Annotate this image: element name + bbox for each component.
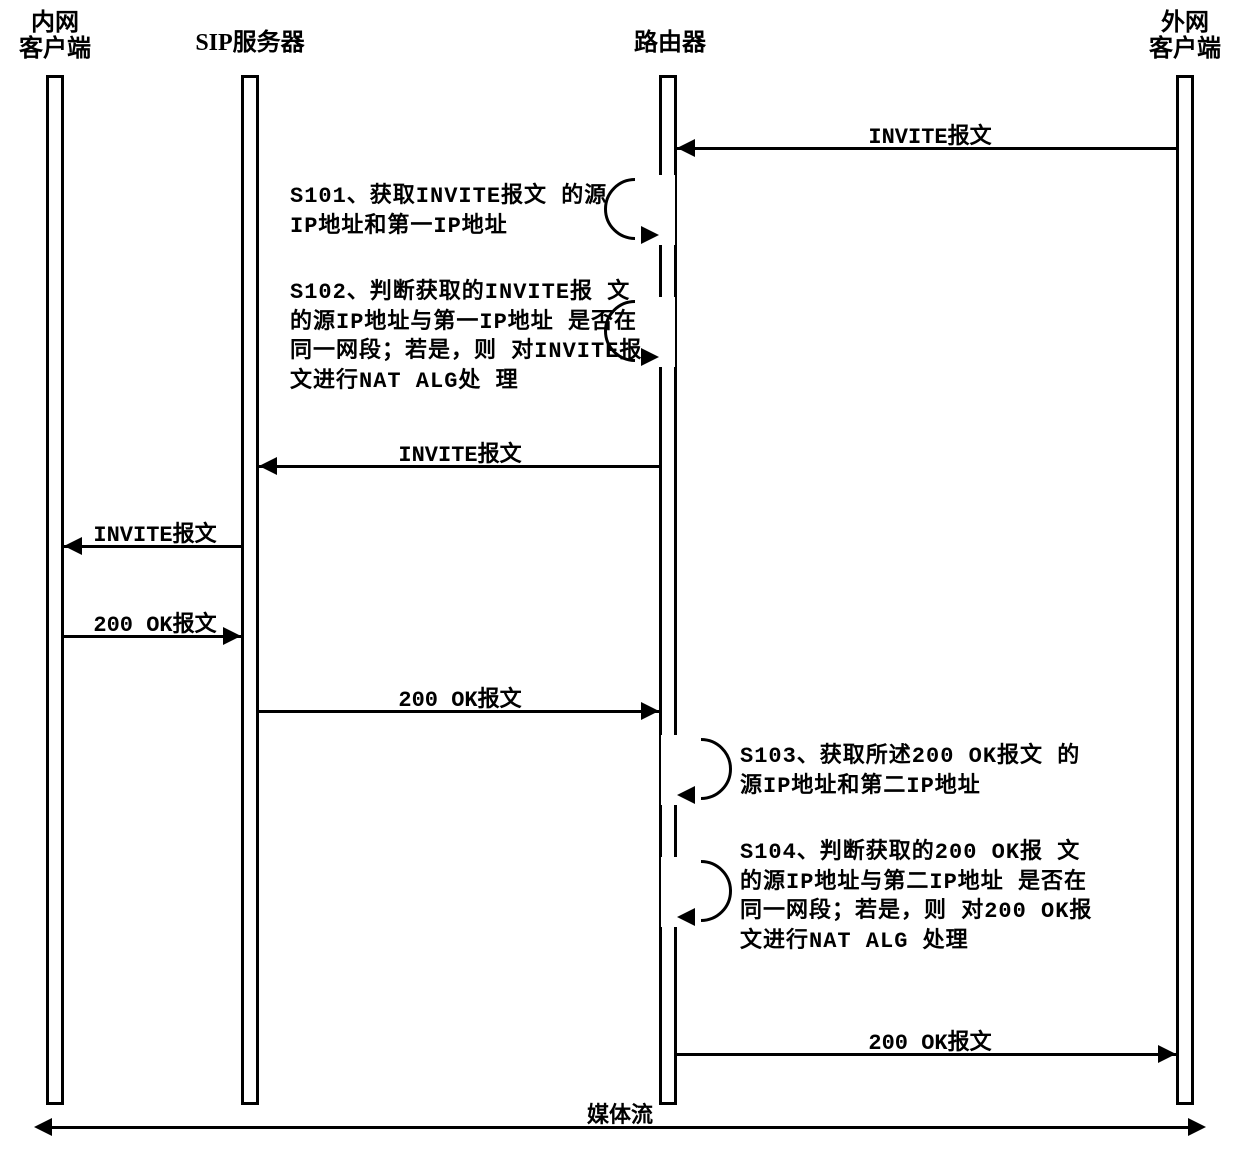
self-s101-label: S101、获取INVITE报文 的源IP地址和第一IP地址 [290, 182, 620, 241]
msg-invite-1-arrow [677, 139, 695, 157]
msg-media-arrow-right [1188, 1118, 1206, 1136]
participant-sip-server: SIP服务器 [190, 30, 310, 56]
msg-200ok-3-label: 200 OK报文 [820, 1024, 1040, 1056]
self-s101-arrow [641, 226, 659, 244]
self-s104-label: S104、判断获取的200 OK报 文的源IP地址与第二IP地址 是否在同一网段… [740, 838, 1100, 957]
lifeline-outer-client [1176, 75, 1194, 1105]
msg-invite-2-arrow [259, 457, 277, 475]
msg-200ok-2-arrow [641, 702, 659, 720]
self-s103-label: S103、获取所述200 OK报文 的源IP地址和第二IP地址 [740, 742, 1100, 801]
self-s103-arrow [677, 786, 695, 804]
participant-outer-client: 外网 客户端 [1135, 10, 1235, 63]
msg-invite-2-label: INVITE报文 [360, 436, 560, 468]
msg-200ok-1-label: 200 OK报文 [75, 606, 235, 638]
msg-media-arrow-left [34, 1118, 52, 1136]
msg-media-label: 媒体流 [560, 1097, 680, 1129]
lifeline-sip-server [241, 75, 259, 1105]
msg-200ok-2-label: 200 OK报文 [360, 681, 560, 713]
msg-invite-1-label: INVITE报文 [820, 118, 1040, 150]
self-s102-label: S102、判断获取的INVITE报 文的源IP地址与第一IP地址 是否在同一网段… [290, 278, 650, 397]
participant-router: 路由器 [620, 30, 720, 56]
self-s104-arrow [677, 908, 695, 926]
msg-200ok-3-arrow [1158, 1045, 1176, 1063]
participant-inner-client: 内网 客户端 [5, 10, 105, 63]
lifeline-inner-client [46, 75, 64, 1105]
msg-invite-3-label: INVITE报文 [75, 516, 235, 548]
